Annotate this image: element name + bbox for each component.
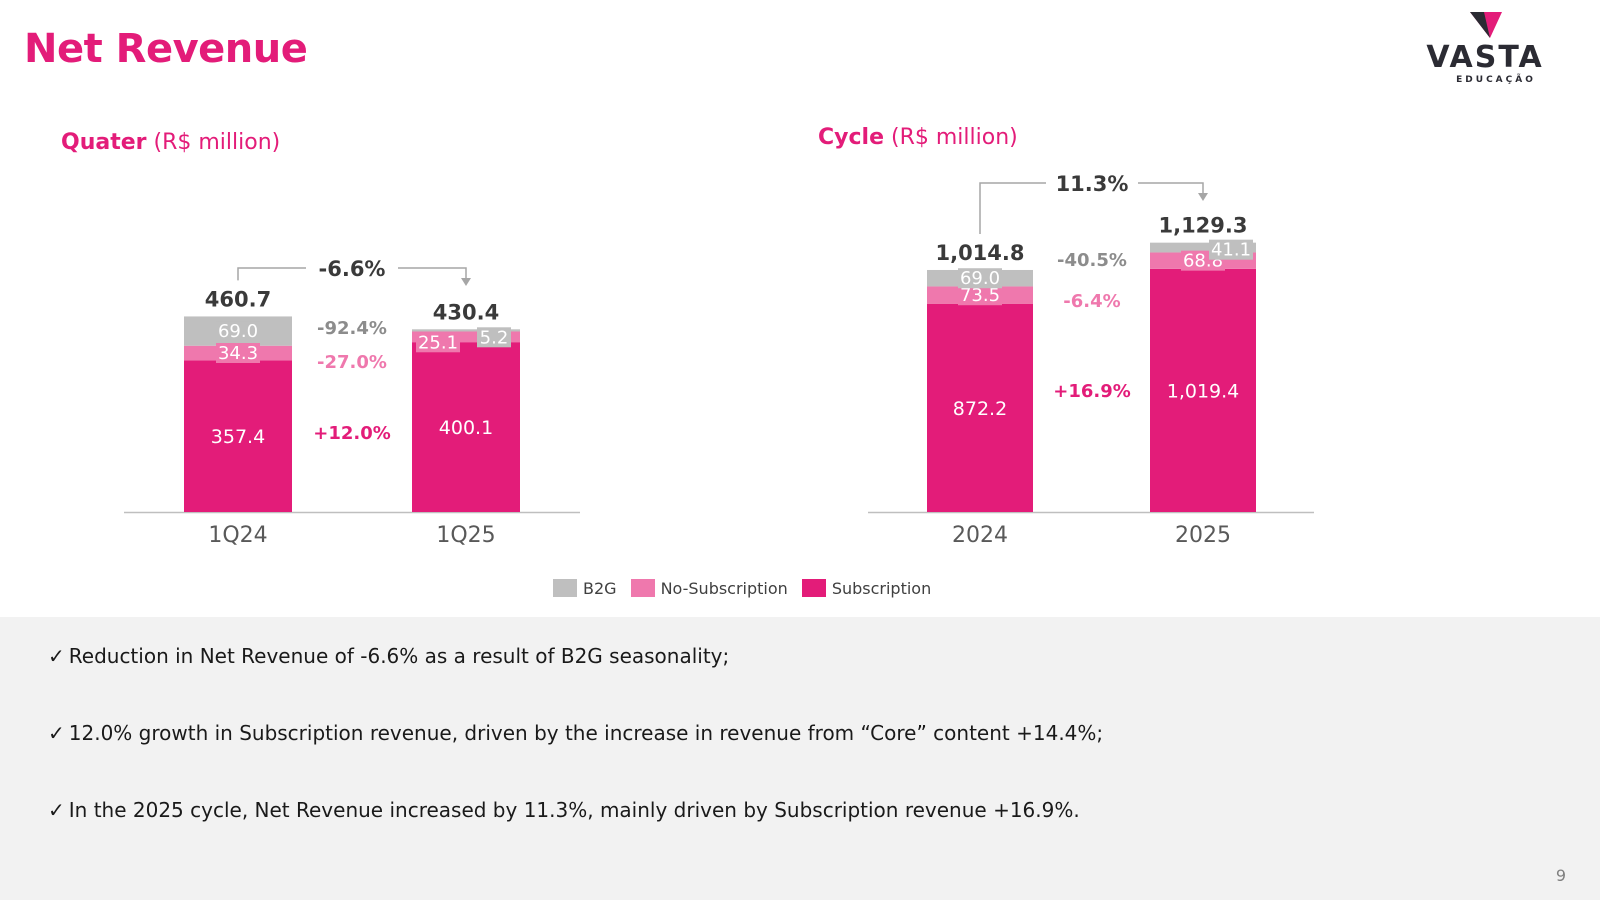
legend-swatch-subscription <box>801 579 826 597</box>
highlights-panel: ✓ Reduction in Net Revenue of -6.6% as a … <box>0 617 1600 900</box>
change-bracket-right <box>1138 182 1204 195</box>
x-tick-label: 2025 <box>1175 523 1231 548</box>
legend-label-b2g: B2G <box>583 578 617 598</box>
check-icon: ✓ <box>48 644 65 668</box>
logo-subtitle: EDUCAÇÃO <box>1456 75 1536 85</box>
data-label-box-b2g <box>216 321 260 342</box>
chart-legend: B2G No-Subscription Subscription <box>553 578 945 598</box>
data-label-b2g: 5.2 <box>480 327 509 348</box>
data-label-subscription: 400.1 <box>439 417 493 439</box>
quarter-chart-title-bold: Quater <box>61 130 147 155</box>
vasta-logo: VASTA EDUCAÇÃO <box>1420 10 1550 90</box>
data-label-box-b2g <box>477 327 511 348</box>
highlight-text: Reduction in Net Revenue of -6.6% as a r… <box>68 644 730 668</box>
series-change-subscription: +16.9% <box>1053 381 1131 402</box>
total-label: 1,129.3 <box>1158 214 1247 238</box>
change-bracket-left <box>979 182 1046 234</box>
series-change-no-subscription: -27.0% <box>317 352 387 373</box>
data-label-no-subscription: 25.1 <box>418 332 458 353</box>
series-change-no-subscription: -6.4% <box>1063 291 1120 312</box>
data-label-box-b2g <box>958 268 1002 289</box>
cycle-chart-title-bold: Cycle <box>818 125 884 150</box>
legend-label-subscription: Subscription <box>831 578 932 598</box>
change-bracket-right <box>398 267 467 280</box>
quarter-chart-title: Quater (R$ million) <box>61 130 280 155</box>
highlight-item: ✓ Reduction in Net Revenue of -6.6% as a … <box>48 644 729 668</box>
bar-segment-subscription <box>1150 268 1256 512</box>
cycle-chart-title-unit: (R$ million) <box>884 125 1018 150</box>
data-label-no-subscription: 34.3 <box>218 343 258 364</box>
page-number: 9 <box>1555 866 1566 885</box>
x-tick-label: 1Q24 <box>208 523 267 548</box>
highlight-text: In the 2025 cycle, Net Revenue increased… <box>68 798 1080 822</box>
total-change-label: 11.3% <box>1056 172 1129 196</box>
data-label-subscription: 872.2 <box>953 398 1007 420</box>
change-arrow-icon <box>1198 193 1208 201</box>
legend-item-no-subscription: No-Subscription <box>630 578 788 598</box>
cycle-chart-title: Cycle (R$ million) <box>818 125 1018 150</box>
bar-segment-subscription <box>412 342 520 512</box>
highlight-item: ✓ In the 2025 cycle, Net Revenue increase… <box>48 798 1080 822</box>
total-change-label: -6.6% <box>319 257 386 281</box>
x-tick-label: 1Q25 <box>436 523 495 548</box>
data-label-b2g: 41.1 <box>1211 240 1251 261</box>
total-label: 1,014.8 <box>935 241 1024 265</box>
check-icon: ✓ <box>48 798 65 822</box>
x-tick-label: 2024 <box>952 523 1008 548</box>
data-label-subscription: 357.4 <box>211 426 265 448</box>
series-change-b2g: -92.4% <box>317 318 387 339</box>
change-bracket-left <box>237 267 306 281</box>
bar-segment-b2g <box>1150 242 1256 253</box>
logo-wordmark: VASTA <box>1426 40 1544 75</box>
data-label-subscription: 1,019.4 <box>1167 380 1240 402</box>
bar-segment-subscription <box>184 360 292 512</box>
total-label: 430.4 <box>433 300 499 324</box>
total-label: 460.7 <box>205 287 271 311</box>
change-arrow-icon <box>461 278 471 286</box>
data-label-b2g: 69.0 <box>218 321 258 342</box>
legend-item-subscription: Subscription <box>801 578 932 598</box>
data-label-box-no-subscription <box>416 332 460 353</box>
data-label-box-no-subscription <box>958 285 1002 306</box>
bar-segment-subscription <box>927 303 1033 512</box>
check-icon: ✓ <box>48 721 65 745</box>
legend-swatch-no-subscription <box>630 579 655 597</box>
logo-triangle-icon <box>1470 12 1502 38</box>
series-change-subscription: +12.0% <box>313 423 391 444</box>
page-title: Net Revenue <box>24 26 308 72</box>
data-label-box-no-subscription <box>216 343 260 364</box>
data-label-b2g: 69.0 <box>960 268 1000 289</box>
bar-segment-b2g <box>412 329 520 332</box>
highlight-item: ✓ 12.0% growth in Subscription revenue, d… <box>48 721 1103 745</box>
data-label-no-subscription: 73.5 <box>960 285 1000 306</box>
legend-swatch-b2g <box>553 579 577 597</box>
data-label-box-b2g <box>1209 239 1253 260</box>
bar-segment-no-subscription <box>412 331 520 343</box>
series-change-b2g: -40.5% <box>1057 250 1127 271</box>
legend-item-b2g: B2G <box>553 579 617 598</box>
highlight-text: 12.0% growth in Subscription revenue, dr… <box>68 721 1104 745</box>
quarter-chart-title-unit: (R$ million) <box>146 130 281 155</box>
legend-label-no-subscription: No-Subscription <box>660 578 788 598</box>
